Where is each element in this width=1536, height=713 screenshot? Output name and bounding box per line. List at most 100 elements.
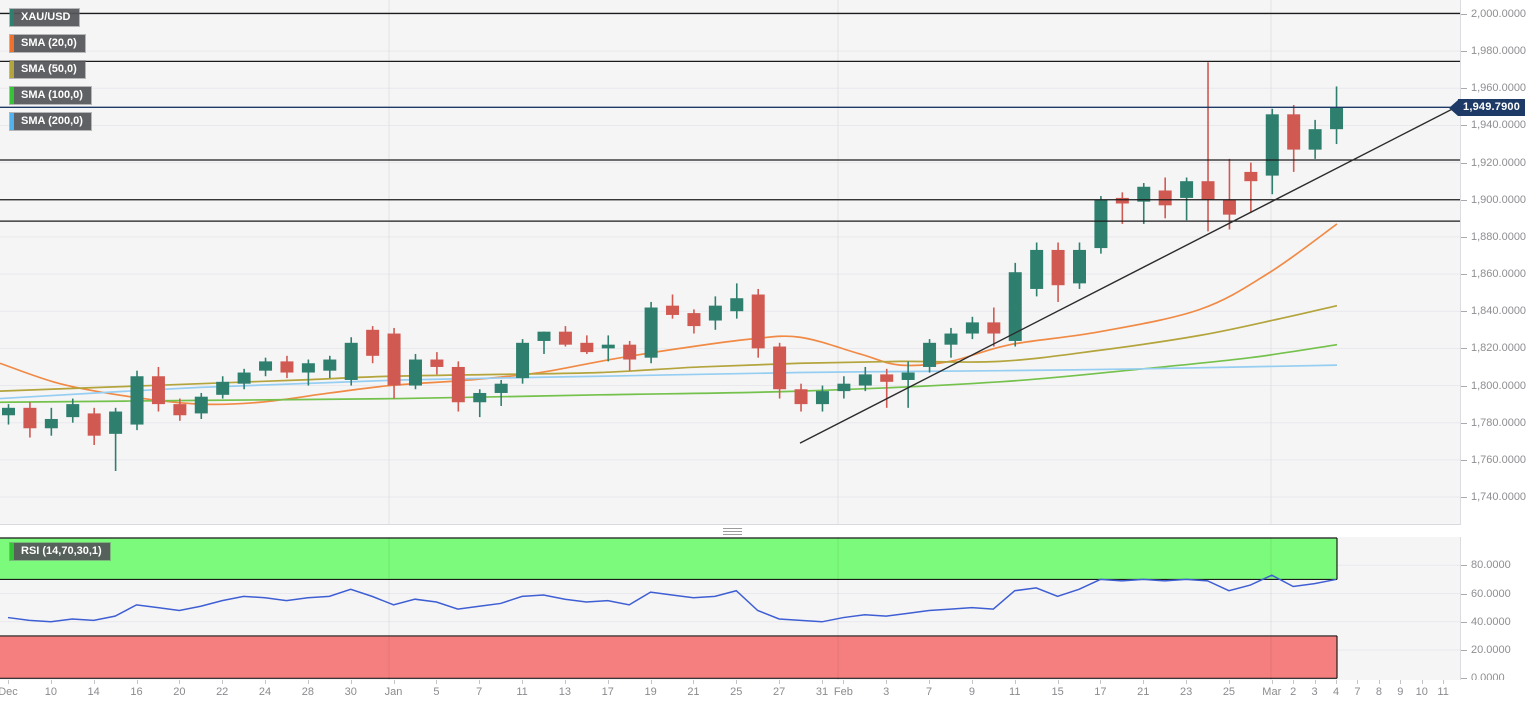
time-axis-label: 14 bbox=[87, 686, 100, 698]
price-axis[interactable]: 2,000.0000 1,980.0000 1,960.0000 1,940.0000… bbox=[1460, 0, 1536, 525]
time-axis-tick bbox=[479, 680, 481, 684]
price-axis-label: 1,760.0000 bbox=[1471, 453, 1527, 466]
rsi-axis-label: 60.0000 bbox=[1471, 587, 1511, 600]
price-axis-label: 1,800.0000 bbox=[1471, 379, 1527, 392]
time-axis-label: 9 bbox=[968, 686, 975, 698]
rsi-pane[interactable]: RSI (14,70,30,1) bbox=[0, 537, 1460, 680]
legend-item-xau-usd[interactable]: XAU/USD bbox=[10, 9, 79, 26]
time-axis-label: 8 bbox=[1375, 686, 1382, 698]
price-axis-label: 1,820.0000 bbox=[1471, 342, 1527, 355]
legend-item-sma-200-0[interactable]: SMA (200,0) bbox=[10, 113, 91, 130]
time-axis-tick bbox=[1357, 680, 1359, 684]
time-axis-label: 30 bbox=[344, 686, 357, 698]
time-axis-label: 9 bbox=[1397, 686, 1404, 698]
price-axis-label: 1,920.0000 bbox=[1471, 156, 1527, 169]
time-axis-tick bbox=[436, 680, 438, 684]
rsi-axis-label: 40.0000 bbox=[1471, 615, 1511, 628]
time-axis-tick bbox=[307, 680, 309, 684]
last-price-tag: 1,949.7900 bbox=[1449, 99, 1526, 117]
time-axis-tick bbox=[1336, 680, 1338, 684]
time-axis-tick bbox=[1100, 680, 1102, 684]
time-axis-tick bbox=[1293, 680, 1295, 684]
rsi-legend: RSI (14,70,30,1) bbox=[10, 543, 110, 569]
legend-item-sma-100-0[interactable]: SMA (100,0) bbox=[10, 87, 91, 104]
rsi-legend-label: RSI (14,70,30,1) bbox=[21, 545, 102, 557]
time-axis-tick bbox=[50, 680, 52, 684]
legend-item-sma-20-0[interactable]: SMA (20,0) bbox=[10, 35, 85, 52]
pane-separator[interactable] bbox=[0, 525, 1536, 537]
time-axis-label: 27 bbox=[772, 686, 786, 698]
legend-color-bar bbox=[10, 87, 14, 104]
price-chart-pane[interactable]: XAU/USD SMA (20,0) SMA (50,0) SMA (100,0) SM… bbox=[0, 0, 1460, 525]
time-axis-tick bbox=[1014, 680, 1016, 684]
rsi-axis-label: 80.0000 bbox=[1471, 559, 1511, 572]
legend-color-bar bbox=[10, 35, 14, 52]
legend-color-bar bbox=[10, 9, 14, 26]
price-axis-tick bbox=[1461, 459, 1467, 461]
time-axis-tick bbox=[1271, 680, 1273, 684]
time-axis-tick bbox=[1186, 680, 1188, 684]
time-axis-tick bbox=[93, 680, 95, 684]
time-axis-label: 5 bbox=[433, 686, 440, 698]
time-axis-label: 23 bbox=[1179, 686, 1193, 698]
time-axis-label: 7 bbox=[476, 686, 483, 698]
price-axis-tick bbox=[1461, 348, 1467, 350]
rsi-value-axis[interactable]: 80.0000 60.0000 40.0000 20.0000 0.0000 bbox=[1460, 537, 1536, 684]
legend-item-label: SMA (20,0) bbox=[21, 37, 77, 49]
time-axis-label: 11 bbox=[1437, 686, 1449, 698]
time-axis-tick bbox=[1400, 680, 1402, 684]
time-axis-tick bbox=[1421, 680, 1423, 684]
price-axis-label: 1,980.0000 bbox=[1471, 45, 1527, 58]
candlestick-chart[interactable] bbox=[0, 0, 1460, 524]
price-axis-label: 1,860.0000 bbox=[1471, 268, 1527, 281]
last-price-value: 1,949.7900 bbox=[1458, 99, 1526, 117]
price-axis-tick bbox=[1461, 422, 1467, 424]
time-axis-label: 3 bbox=[1311, 686, 1318, 698]
legend-item-label: SMA (200,0) bbox=[21, 115, 83, 127]
time-axis-tick bbox=[971, 680, 973, 684]
price-axis-label: 1,780.0000 bbox=[1471, 416, 1527, 429]
price-tag-arrow-icon bbox=[1449, 99, 1458, 116]
price-axis-tick bbox=[1461, 236, 1467, 238]
time-axis-label: 16 bbox=[130, 686, 143, 698]
price-axis-label: 1,900.0000 bbox=[1471, 193, 1527, 206]
price-axis-tick bbox=[1461, 497, 1467, 498]
price-axis-label: 1,880.0000 bbox=[1471, 230, 1527, 243]
rsi-color-bar bbox=[10, 543, 14, 560]
time-axis-tick bbox=[564, 680, 566, 684]
time-axis-tick bbox=[1057, 680, 1059, 684]
time-axis-label: 15 bbox=[1051, 686, 1064, 698]
rsi-axis-tick bbox=[1461, 621, 1467, 623]
time-axis-label: 2 bbox=[1290, 686, 1297, 698]
price-axis-tick bbox=[1461, 311, 1467, 313]
rsi-chart[interactable] bbox=[0, 537, 1460, 680]
rsi-axis-tick bbox=[1461, 678, 1467, 680]
time-axis[interactable]: Dec 10 14 16 20 22 24 28 30 Jan 5 7 11 13 17 19 21 25 27 31… bbox=[0, 680, 1536, 713]
time-axis-tick bbox=[843, 680, 845, 684]
price-axis-tick bbox=[1461, 274, 1467, 276]
time-axis-tick bbox=[1314, 680, 1316, 684]
rsi-legend-badge[interactable]: RSI (14,70,30,1) bbox=[10, 543, 110, 560]
legend-color-bar bbox=[10, 61, 14, 78]
time-axis-label: Mar bbox=[1262, 686, 1282, 698]
price-axis-label: 2,000.0000 bbox=[1471, 8, 1527, 20]
time-axis-tick bbox=[821, 680, 823, 684]
time-axis-tick bbox=[1378, 680, 1380, 684]
time-axis-tick bbox=[179, 680, 181, 684]
indicator-legend: XAU/USD SMA (20,0) SMA (50,0) SMA (100,0) SM… bbox=[10, 9, 91, 139]
time-axis-label: 10 bbox=[1415, 686, 1428, 698]
time-axis-label: Dec bbox=[0, 686, 18, 698]
time-axis-tick bbox=[650, 680, 652, 684]
time-axis-tick bbox=[779, 680, 781, 684]
time-axis-label: 13 bbox=[558, 686, 572, 698]
legend-item-sma-50-0[interactable]: SMA (50,0) bbox=[10, 61, 85, 78]
price-axis-label: 1,840.0000 bbox=[1471, 305, 1527, 318]
time-axis-tick bbox=[136, 680, 138, 684]
time-axis-tick bbox=[1143, 680, 1145, 684]
pane-resize-grip-icon[interactable] bbox=[723, 528, 742, 535]
time-axis-tick bbox=[1228, 680, 1230, 684]
time-axis-tick bbox=[736, 680, 738, 684]
legend-item-label: SMA (50,0) bbox=[21, 63, 77, 75]
time-axis-label: 28 bbox=[301, 686, 314, 698]
